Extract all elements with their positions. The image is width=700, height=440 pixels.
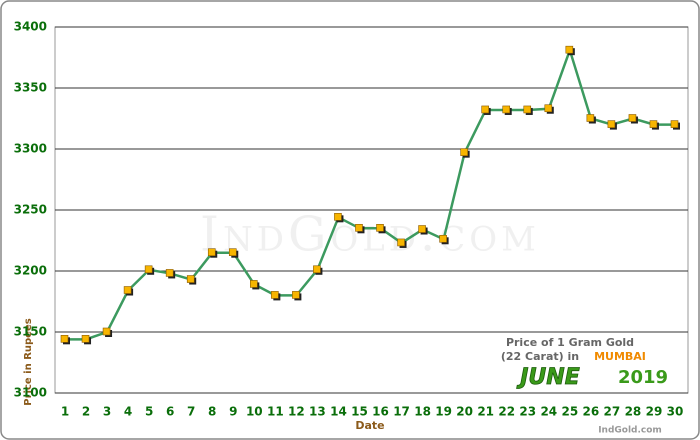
marker (439, 234, 447, 243)
x-tick-label: 9 (229, 405, 237, 419)
marker (207, 248, 216, 256)
x-tick-label: 8 (208, 405, 216, 419)
annotation-line: Price of 1 Gram Gold (506, 336, 634, 349)
annotation-city: MUMBAI (594, 350, 646, 363)
watermark: IndGold.com (200, 207, 540, 263)
y-tick-label: 3250 (14, 203, 47, 217)
x-tick-label: 22 (498, 405, 515, 419)
marker (271, 291, 279, 299)
marker (418, 225, 426, 233)
x-tick-label: 24 (540, 405, 557, 419)
marker (292, 291, 300, 299)
x-tick-label: 14 (330, 405, 347, 419)
annotation-month: JUNE (516, 365, 580, 390)
marker (565, 45, 574, 54)
x-tick-label: 28 (625, 405, 642, 419)
x-tick-label: 16 (372, 405, 389, 419)
marker (355, 224, 363, 232)
marker (313, 265, 321, 274)
y-tick-label: 3300 (14, 142, 47, 156)
x-tick-label: 17 (393, 405, 410, 419)
footer: IndGold.com (598, 426, 662, 436)
x-axis-label: Date (355, 419, 384, 432)
marker (502, 105, 511, 114)
marker (81, 335, 90, 343)
marker (250, 280, 258, 288)
y-tick-label: 3200 (14, 264, 47, 278)
x-tick-label: 1 (61, 405, 69, 419)
x-tick-label: 2 (82, 405, 90, 419)
y-tick-label: 3100 (14, 386, 47, 400)
y-tick-label: 3400 (14, 20, 47, 34)
x-tick-label: 3 (103, 405, 111, 419)
marker (228, 248, 237, 256)
marker (586, 114, 595, 122)
x-tick-label: 30 (667, 405, 684, 419)
x-tick-label: 13 (309, 405, 326, 419)
marker (460, 148, 468, 156)
marker (123, 286, 132, 294)
marker (165, 269, 174, 277)
x-tick-label: 15 (351, 405, 368, 419)
x-tick-label: 20 (456, 405, 473, 419)
x-tick-label: 25 (561, 405, 578, 419)
marker (670, 120, 679, 128)
x-tick-label: 21 (477, 405, 494, 419)
marker (144, 265, 153, 274)
marker (523, 105, 532, 114)
marker (607, 120, 616, 128)
x-tick-label: 27 (604, 405, 621, 419)
annotation-line: (22 Carat) in (501, 350, 579, 363)
marker (376, 224, 384, 232)
marker (481, 105, 489, 114)
x-tick-label: 23 (519, 405, 536, 419)
x-tick-label: 5 (145, 405, 153, 419)
x-tick-label: 19 (435, 405, 452, 419)
marker (334, 213, 342, 221)
marker (60, 335, 69, 343)
annotation-year: 2019 (618, 367, 668, 388)
x-tick-label: 26 (583, 405, 600, 419)
marker (102, 327, 111, 336)
y-tick-label: 3350 (14, 81, 47, 95)
marker (186, 275, 195, 283)
marker (544, 104, 553, 113)
x-tick-label: 12 (288, 405, 305, 419)
marker (649, 120, 658, 128)
x-tick-label: 7 (187, 405, 195, 419)
annotation: Price of 1 Gram Gold (22 Carat) in MUMBA… (501, 336, 668, 390)
x-tick-label: 6 (166, 405, 174, 419)
marker (397, 238, 405, 247)
x-tick-label: 29 (646, 405, 663, 419)
y-tick-label: 3150 (14, 325, 47, 339)
marker (628, 114, 637, 122)
x-tick-label: 11 (267, 405, 284, 419)
x-tick-label: 10 (246, 405, 263, 419)
x-tick-label: 4 (124, 405, 132, 419)
y-axis-label: Price in Rupees (23, 318, 34, 405)
x-tick-label: 18 (414, 405, 431, 419)
